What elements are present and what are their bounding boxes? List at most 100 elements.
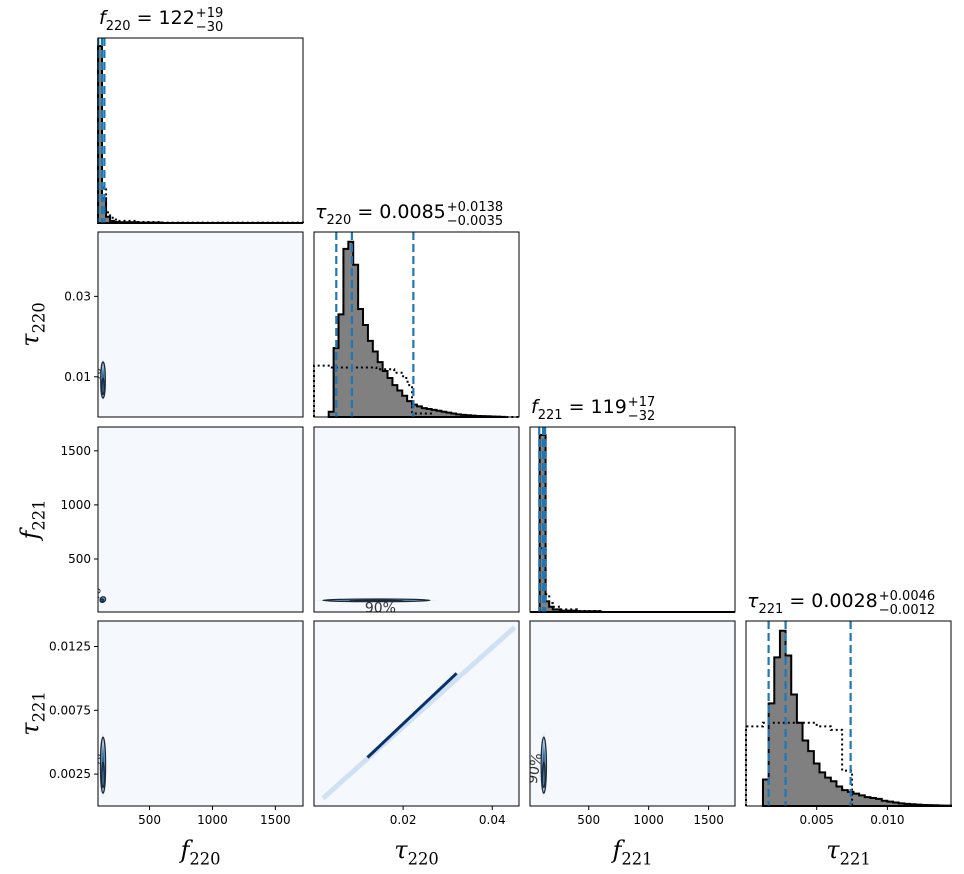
y-tick-label: 0.0125 bbox=[49, 640, 91, 654]
diagonal-title-value: 0.0028 bbox=[811, 590, 877, 612]
y-tick-label: 1000 bbox=[60, 498, 91, 512]
panel-frame bbox=[313, 620, 520, 807]
diagonal-title-minus: −0.0035 bbox=[447, 214, 503, 229]
panel-2-0: 90% 500 1000 1500 bbox=[60, 426, 304, 619]
diagonal-title-equals: = bbox=[563, 396, 591, 418]
contour-label: 90% bbox=[84, 586, 105, 619]
panel-3-1: 0.02 0.04 bbox=[313, 620, 520, 827]
x-axis-label: f221 bbox=[610, 836, 652, 869]
x-tick-label: 1500 bbox=[260, 813, 291, 827]
density-background bbox=[98, 232, 303, 417]
diagonal-title-plus: +19 bbox=[196, 6, 223, 21]
diagonal-title-subscript: 221 bbox=[758, 602, 783, 617]
contour-group: 90% bbox=[84, 586, 107, 619]
diagonal-title-value: 0.0085 bbox=[379, 201, 445, 223]
contour-inner bbox=[541, 761, 546, 789]
diagonal-title-plus: +0.0138 bbox=[447, 200, 503, 215]
x-tick-label: 0.04 bbox=[479, 813, 506, 827]
panel-frame bbox=[745, 620, 952, 807]
y-axis-label-base: τ bbox=[16, 722, 44, 736]
contour-group: 90% bbox=[84, 728, 107, 802]
density-background bbox=[530, 621, 735, 806]
y-axis-label: f221 bbox=[16, 499, 49, 541]
diagonal-title-symbol: τ bbox=[315, 201, 327, 223]
diagonal-title-equals: = bbox=[351, 201, 379, 223]
panel-frame bbox=[97, 620, 304, 807]
histogram-background bbox=[530, 427, 735, 612]
x-tick-label: 0.010 bbox=[870, 813, 904, 827]
diagonal-title-symbol: f bbox=[99, 7, 109, 29]
contour-inner bbox=[349, 599, 404, 602]
diagonal-title-subscript: 220 bbox=[106, 19, 131, 34]
contour-inner bbox=[101, 761, 105, 789]
diagonal-title-minus: −32 bbox=[628, 409, 655, 424]
diagonal-title-equals: = bbox=[783, 590, 811, 612]
diagonal-title-plus: +0.0046 bbox=[879, 589, 935, 604]
x-axis-label-base: τ bbox=[826, 836, 840, 864]
y-tick-label: 0.01 bbox=[64, 370, 91, 384]
y-axis-label-sub: 221 bbox=[30, 499, 49, 530]
diagonal-title-equals: = bbox=[131, 7, 159, 29]
panel-frame bbox=[313, 426, 520, 613]
panel-frame bbox=[97, 231, 304, 418]
diagonal-title-value: 119 bbox=[591, 396, 627, 418]
panel-2-2: f221 = 119 +17−32 bbox=[529, 395, 736, 613]
panel-frame bbox=[97, 426, 304, 613]
posterior-histogram bbox=[761, 629, 952, 807]
panel-frame bbox=[529, 620, 736, 807]
prior-histogram bbox=[313, 364, 519, 418]
contour-group: 90% bbox=[98, 356, 106, 404]
panel-0-0: f220 = 122 +19−30 bbox=[97, 6, 304, 224]
density-core bbox=[366, 672, 458, 759]
contour-group: 90% bbox=[314, 598, 446, 612]
panel-frame bbox=[97, 37, 304, 224]
diagonal-title: f220 = 122 bbox=[99, 7, 195, 34]
panel-frame bbox=[529, 426, 736, 613]
density-ridge bbox=[321, 625, 517, 801]
panel-3-0: 90%0.0025 0.0075 0.0125 500 1000 1500 bbox=[49, 620, 304, 827]
contour-inner bbox=[100, 598, 104, 603]
posterior-histogram bbox=[327, 240, 507, 418]
x-tick-label: 500 bbox=[138, 813, 161, 827]
contour-outer bbox=[540, 736, 548, 794]
y-tick-label: 0.0075 bbox=[49, 703, 91, 717]
contour-group bbox=[321, 625, 517, 801]
diagonal-title-symbol: τ bbox=[747, 590, 759, 612]
x-axis-label-sub: 221 bbox=[840, 850, 871, 869]
y-tick-label: 0.0025 bbox=[49, 767, 91, 781]
y-axis-label: τ221 bbox=[16, 691, 49, 735]
diagonal-title-subscript: 221 bbox=[538, 408, 563, 423]
contour-group: 90% bbox=[530, 728, 548, 802]
x-axis-label-base: τ bbox=[394, 836, 408, 864]
x-tick-label: 0.005 bbox=[800, 813, 834, 827]
diagonal-title-minus: −0.0012 bbox=[879, 603, 935, 618]
diagonal-title-minus: −30 bbox=[196, 20, 223, 35]
x-tick-label: 500 bbox=[577, 813, 600, 827]
x-tick-label: 1500 bbox=[693, 813, 724, 827]
panel-2-1: 90% bbox=[313, 426, 520, 613]
panel-1-1: τ220 = 0.0085 +0.0138−0.0035 bbox=[313, 200, 520, 418]
x-axis-label-sub: 220 bbox=[189, 850, 220, 869]
y-axis-label-sub: 221 bbox=[30, 691, 49, 722]
density-background bbox=[98, 427, 303, 612]
panel-3-3: τ221 = 0.0028 +0.0046−0.0012 0.005 0.010 bbox=[745, 589, 952, 827]
panel-3-2: 90% 500 1000 1500 bbox=[529, 620, 736, 827]
panel-1-0: 90% 0.01 0.03 bbox=[64, 231, 304, 418]
histogram-background bbox=[98, 38, 303, 223]
diagonal-title-value: 122 bbox=[159, 7, 195, 29]
y-tick-label: 500 bbox=[68, 552, 91, 566]
diagonal-title-subscript: 220 bbox=[326, 213, 351, 228]
x-tick-label: 1000 bbox=[633, 813, 664, 827]
y-tick-label: 0.03 bbox=[64, 289, 91, 303]
x-axis-label: τ220 bbox=[394, 836, 438, 869]
x-axis-label-sub: 221 bbox=[621, 850, 652, 869]
y-tick-label: 1500 bbox=[60, 444, 91, 458]
panel-frame bbox=[313, 231, 520, 418]
contour-outer bbox=[99, 736, 107, 794]
contour-outer bbox=[100, 361, 106, 399]
y-axis-label: τ220 bbox=[16, 302, 49, 346]
diagonal-title: τ221 = 0.0028 bbox=[747, 590, 878, 617]
contour-label: 90% bbox=[84, 752, 105, 785]
diagonal-title: f221 = 119 bbox=[531, 396, 627, 423]
